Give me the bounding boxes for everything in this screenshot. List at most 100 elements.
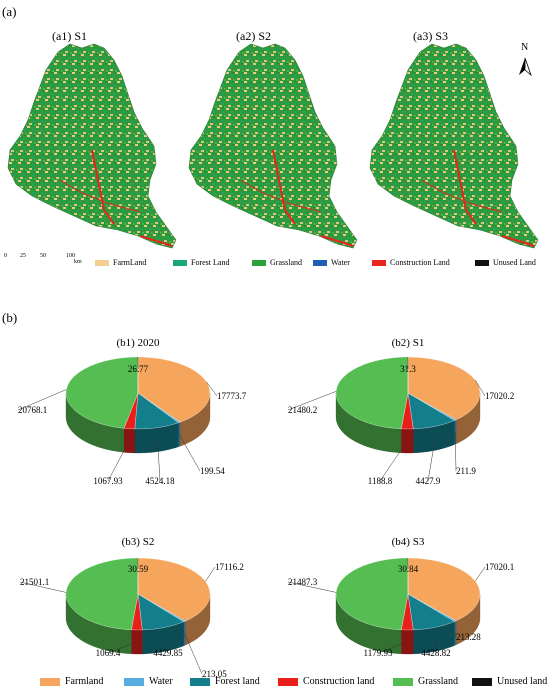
pie-legend-label: Grassland [418,676,458,687]
pie-legend-swatch [190,677,210,686]
map-legend-swatch [313,259,327,266]
pie-leader-line [475,566,486,582]
pie-slice-grassland [335,356,409,429]
pie-legend-swatch [393,677,413,686]
map-legend-swatch [252,259,266,266]
pie-leader-line [455,633,457,638]
map-legend-label: FarmLand [113,258,147,267]
map-legend-swatch [173,259,187,266]
scale-tick-0: 0 [4,253,7,259]
pie-title: (b2) S1 [392,337,425,349]
pie-leader-line [164,639,169,654]
pie-legend-swatch [124,677,144,686]
pie-legend-label: Forest land [215,676,260,687]
pie-data-label: 213.05 [202,669,227,679]
pie-leader-line [379,440,408,482]
map-legend-label: Forest Land [191,258,230,267]
map-legend-swatch [372,259,386,266]
map-legend-label: Unused Land [493,258,536,267]
pie-leader-line [455,432,457,472]
pie-data-label: 21480.2 [288,405,317,415]
pie-data-label: 21501.1 [20,577,49,587]
pie-legend-grassland: Grassland [393,676,458,687]
pie-leader-line [184,633,203,675]
pie-data-label: 4429.85 [153,648,183,658]
pie-data-label: 1067.93 [93,476,123,486]
pie-side-construction-land [131,629,143,655]
pie-chart-2: (b2) S1 17020.2 211.9 4427.9 1188.8 21480.2 31… [287,337,514,486]
pie-leader-line [287,581,337,593]
pie-data-label: 26.77 [128,364,149,374]
pie-side-water [178,421,181,448]
pie-title: (b3) S2 [122,536,155,548]
pie-data-label: 1179.93 [364,648,393,658]
pie-title: (b1) 2020 [116,337,160,349]
pie-legend-water: Water [124,676,173,687]
pie-data-label: 1069.4 [96,648,121,658]
pie-leader-line [157,439,161,482]
pie-slice-farmland [407,557,481,621]
north-label: N [521,42,529,53]
pie-data-label: 17116.2 [215,562,244,572]
pie-legend-label: Unused land [497,676,548,687]
pie-legend-label: Water [149,676,173,687]
pie-legend-label: Farmland [65,676,104,687]
map-title-s3: (a3) S3 [413,29,448,43]
map-legend-unused-land: Unused Land [475,258,536,267]
pie-side-construction-land [401,629,414,655]
pie-leader-line [19,581,67,593]
pie-sides [335,392,481,454]
map-legend-farmland: FarmLand [95,258,146,267]
pie-leader-line [475,380,486,397]
map-s1 [7,43,177,249]
pie-legend-construction-land: Construction land [278,676,374,687]
scale-unit: km [74,259,82,265]
pie-leader-line [205,566,216,582]
pie-data-label: 199.54 [200,466,225,476]
pie-data-label: 211.9 [456,466,476,476]
pie-legend-swatch [40,677,60,686]
pie-legend-swatch [472,677,492,686]
map-s3 [369,43,539,249]
pie-sides [65,593,211,655]
pie-data-label: 30.59 [128,564,149,574]
map-legend-swatch [95,259,109,266]
pie-data-label: 17020.2 [485,391,514,401]
scale-tick-50: 50 [40,253,46,259]
map-title-s1: (a1) S1 [52,29,87,43]
pie-leader-line [107,440,130,482]
map-legend-water: Water [313,258,350,267]
pie-title: (b4) S3 [392,536,425,548]
pie-data-label: 21487.3 [288,577,318,587]
north-arrow-icon [519,57,532,77]
pie-slice-farmland [137,356,211,423]
pie-leader-line [287,391,337,411]
map-legend-label: Grassland [270,258,302,267]
pie-data-label: 30.84 [398,564,419,574]
pie-side-construction-land [123,428,135,454]
pie-legend-swatch [278,677,298,686]
pie-legend-label: Construction land [303,676,375,687]
pie-data-label: 17020.1 [485,562,514,572]
pie-data-label: 4524.18 [145,476,175,486]
pie-chart-4: (b4) S3 17020.1 213.28 4428.82 1179.93 21487.… [287,536,514,658]
pie-slice-farmland [137,557,211,622]
map-title-s2: (a2) S2 [236,29,271,43]
pie-data-label: 31.3 [400,364,416,374]
pie-leader-line [206,381,218,397]
pie-leader-line [107,641,137,654]
pie-data-label: 17773.7 [217,391,247,401]
land-use-maps [7,43,539,249]
pie-leader-line [427,438,436,482]
pie-leader-line [179,434,201,472]
map-legend-construction-land: Construction Land [372,258,450,267]
map-legend-label: Construction Land [390,258,450,267]
pie-legend-forest-land: Forest land [190,676,260,687]
map-legend-grassland: Grassland [252,258,302,267]
pie-data-label: 213.28 [456,632,481,642]
pie-leader-line [434,639,437,654]
pie-data-label: 20768.1 [18,405,47,415]
map-s2 [188,43,358,249]
scale-tick-100: 100 [66,253,75,259]
